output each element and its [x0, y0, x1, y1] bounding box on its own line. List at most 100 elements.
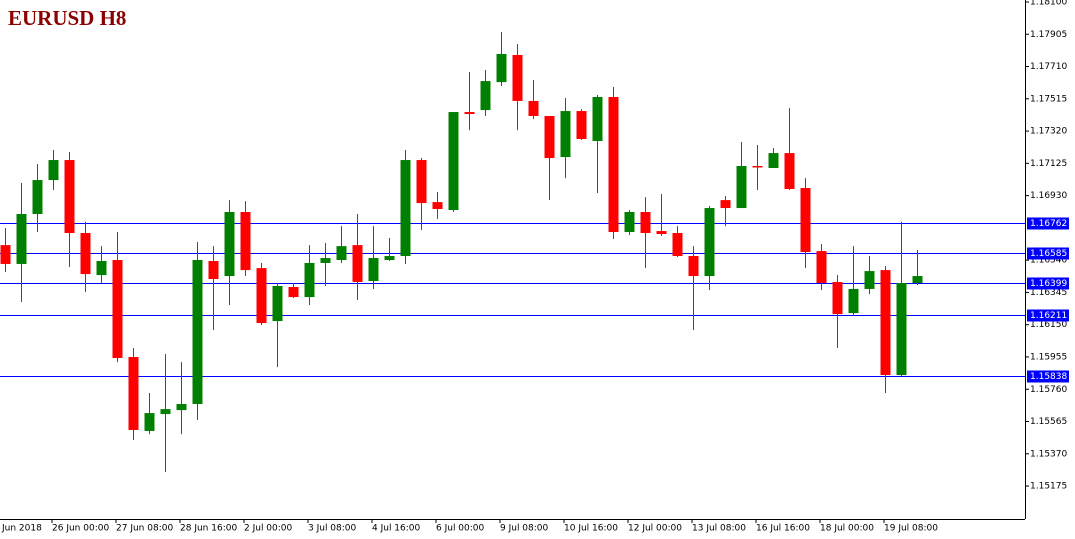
candle-body — [608, 96, 619, 233]
x-tick-label: 3 Jul 08:00 — [308, 524, 357, 534]
candle-body — [208, 260, 219, 280]
y-tick-label: 1.15760 — [1030, 385, 1067, 395]
candle-body — [816, 251, 827, 284]
candle-body — [64, 160, 75, 234]
x-tick-label: 9 Jul 08:00 — [500, 524, 549, 534]
y-tick-label: 1.16150 — [1030, 320, 1067, 330]
candle-body — [736, 165, 747, 209]
candle-body — [80, 233, 91, 275]
candle-body — [864, 271, 875, 289]
x-tick-label: 13 Jul 08:00 — [692, 524, 746, 534]
y-tick-label: 1.17515 — [1030, 94, 1067, 104]
y-tick-label: 1.15370 — [1030, 449, 1067, 459]
candle-body — [320, 258, 331, 263]
x-tick-label: 27 Jun 08:00 — [116, 524, 173, 534]
level-label-box — [1027, 370, 1069, 383]
x-tick-label: 2 Jul 00:00 — [244, 524, 293, 534]
x-tick-label: 10 Jul 16:00 — [564, 524, 618, 534]
chart-title: EURUSD H8 — [8, 6, 126, 30]
candle-body — [256, 268, 267, 324]
y-tick-label: 1.15955 — [1030, 352, 1067, 362]
level-label: 1.16762 — [1030, 219, 1067, 229]
level-label: 1.16211 — [1030, 311, 1067, 321]
candle-body — [432, 202, 443, 210]
candle-body — [576, 111, 587, 140]
candle-body — [512, 54, 523, 101]
candle-body — [288, 286, 299, 298]
candle-body — [624, 212, 635, 233]
candle-body — [368, 258, 379, 282]
y-tick-label: 1.17125 — [1030, 159, 1067, 169]
candle-body — [224, 212, 235, 277]
x-tick-label: Jun 2018 — [1, 524, 42, 534]
candle-body — [448, 112, 459, 211]
candle-body — [272, 285, 283, 322]
x-tick-label: 6 Jul 00:00 — [436, 524, 485, 534]
candle-body — [32, 180, 43, 214]
candle-body — [656, 231, 667, 235]
y-tick-label: 1.16345 — [1030, 288, 1067, 298]
candle-body — [704, 208, 715, 277]
candle-body — [160, 409, 171, 415]
level-label: 1.16585 — [1030, 249, 1067, 259]
x-tick-label: 26 Jun 00:00 — [52, 524, 109, 534]
candle-body — [400, 160, 411, 257]
candle-body — [832, 282, 843, 315]
candle-body — [336, 246, 347, 260]
level-label-box — [1027, 277, 1069, 290]
y-tick-label: 1.16930 — [1030, 191, 1067, 201]
y-tick-label: 1.16540 — [1030, 256, 1067, 266]
candle-body — [480, 81, 491, 111]
x-tick-label: 19 Jul 08:00 — [884, 524, 938, 534]
level-label-box — [1027, 217, 1069, 230]
candle-body — [144, 413, 155, 431]
candle-body — [16, 213, 27, 264]
candle-body — [896, 283, 907, 376]
y-tick-label: 1.18100 — [1030, 0, 1067, 7]
candle-body — [640, 212, 651, 234]
y-tick-label: 1.17710 — [1030, 62, 1067, 72]
candle-body — [240, 212, 251, 271]
candle-body — [880, 270, 891, 376]
candle-body — [128, 356, 139, 430]
y-tick-label: 1.15565 — [1030, 417, 1067, 427]
candle-body — [800, 188, 811, 253]
candle-body — [784, 153, 795, 189]
candle-body — [912, 276, 923, 284]
x-tick-label: 16 Jul 16:00 — [756, 524, 810, 534]
candle-body — [752, 165, 763, 168]
candle-body — [0, 245, 11, 264]
candle-body — [48, 160, 59, 181]
candle-body — [96, 260, 107, 276]
candle-body — [384, 256, 395, 260]
level-label-box — [1027, 309, 1069, 322]
x-tick-label: 4 Jul 16:00 — [372, 524, 421, 534]
y-tick-label: 1.15175 — [1030, 482, 1067, 492]
candle-body — [720, 200, 731, 209]
level-label: 1.15838 — [1030, 372, 1067, 382]
candle-body — [688, 256, 699, 277]
level-label-box — [1027, 247, 1069, 260]
candle-body — [496, 53, 507, 83]
y-tick-label: 1.17905 — [1030, 30, 1067, 40]
candle-body — [560, 111, 571, 158]
x-tick-label: 12 Jul 00:00 — [628, 524, 682, 534]
x-tick-label: 28 Jun 16:00 — [180, 524, 237, 534]
candle-body — [848, 288, 859, 314]
candle-body — [544, 116, 555, 159]
candle-body — [768, 153, 779, 168]
candle-body — [192, 259, 203, 404]
candle-body — [352, 245, 363, 283]
candle-body — [672, 233, 683, 257]
candle-body — [592, 96, 603, 142]
level-label: 1.16399 — [1030, 279, 1067, 289]
candle-body — [528, 100, 539, 117]
candle-body — [304, 262, 315, 298]
candle-body — [416, 160, 427, 204]
x-tick-label: 18 Jul 00:00 — [820, 524, 874, 534]
candle-body — [176, 403, 187, 411]
candle-body — [464, 112, 475, 115]
y-tick-label: 1.17320 — [1030, 127, 1067, 137]
